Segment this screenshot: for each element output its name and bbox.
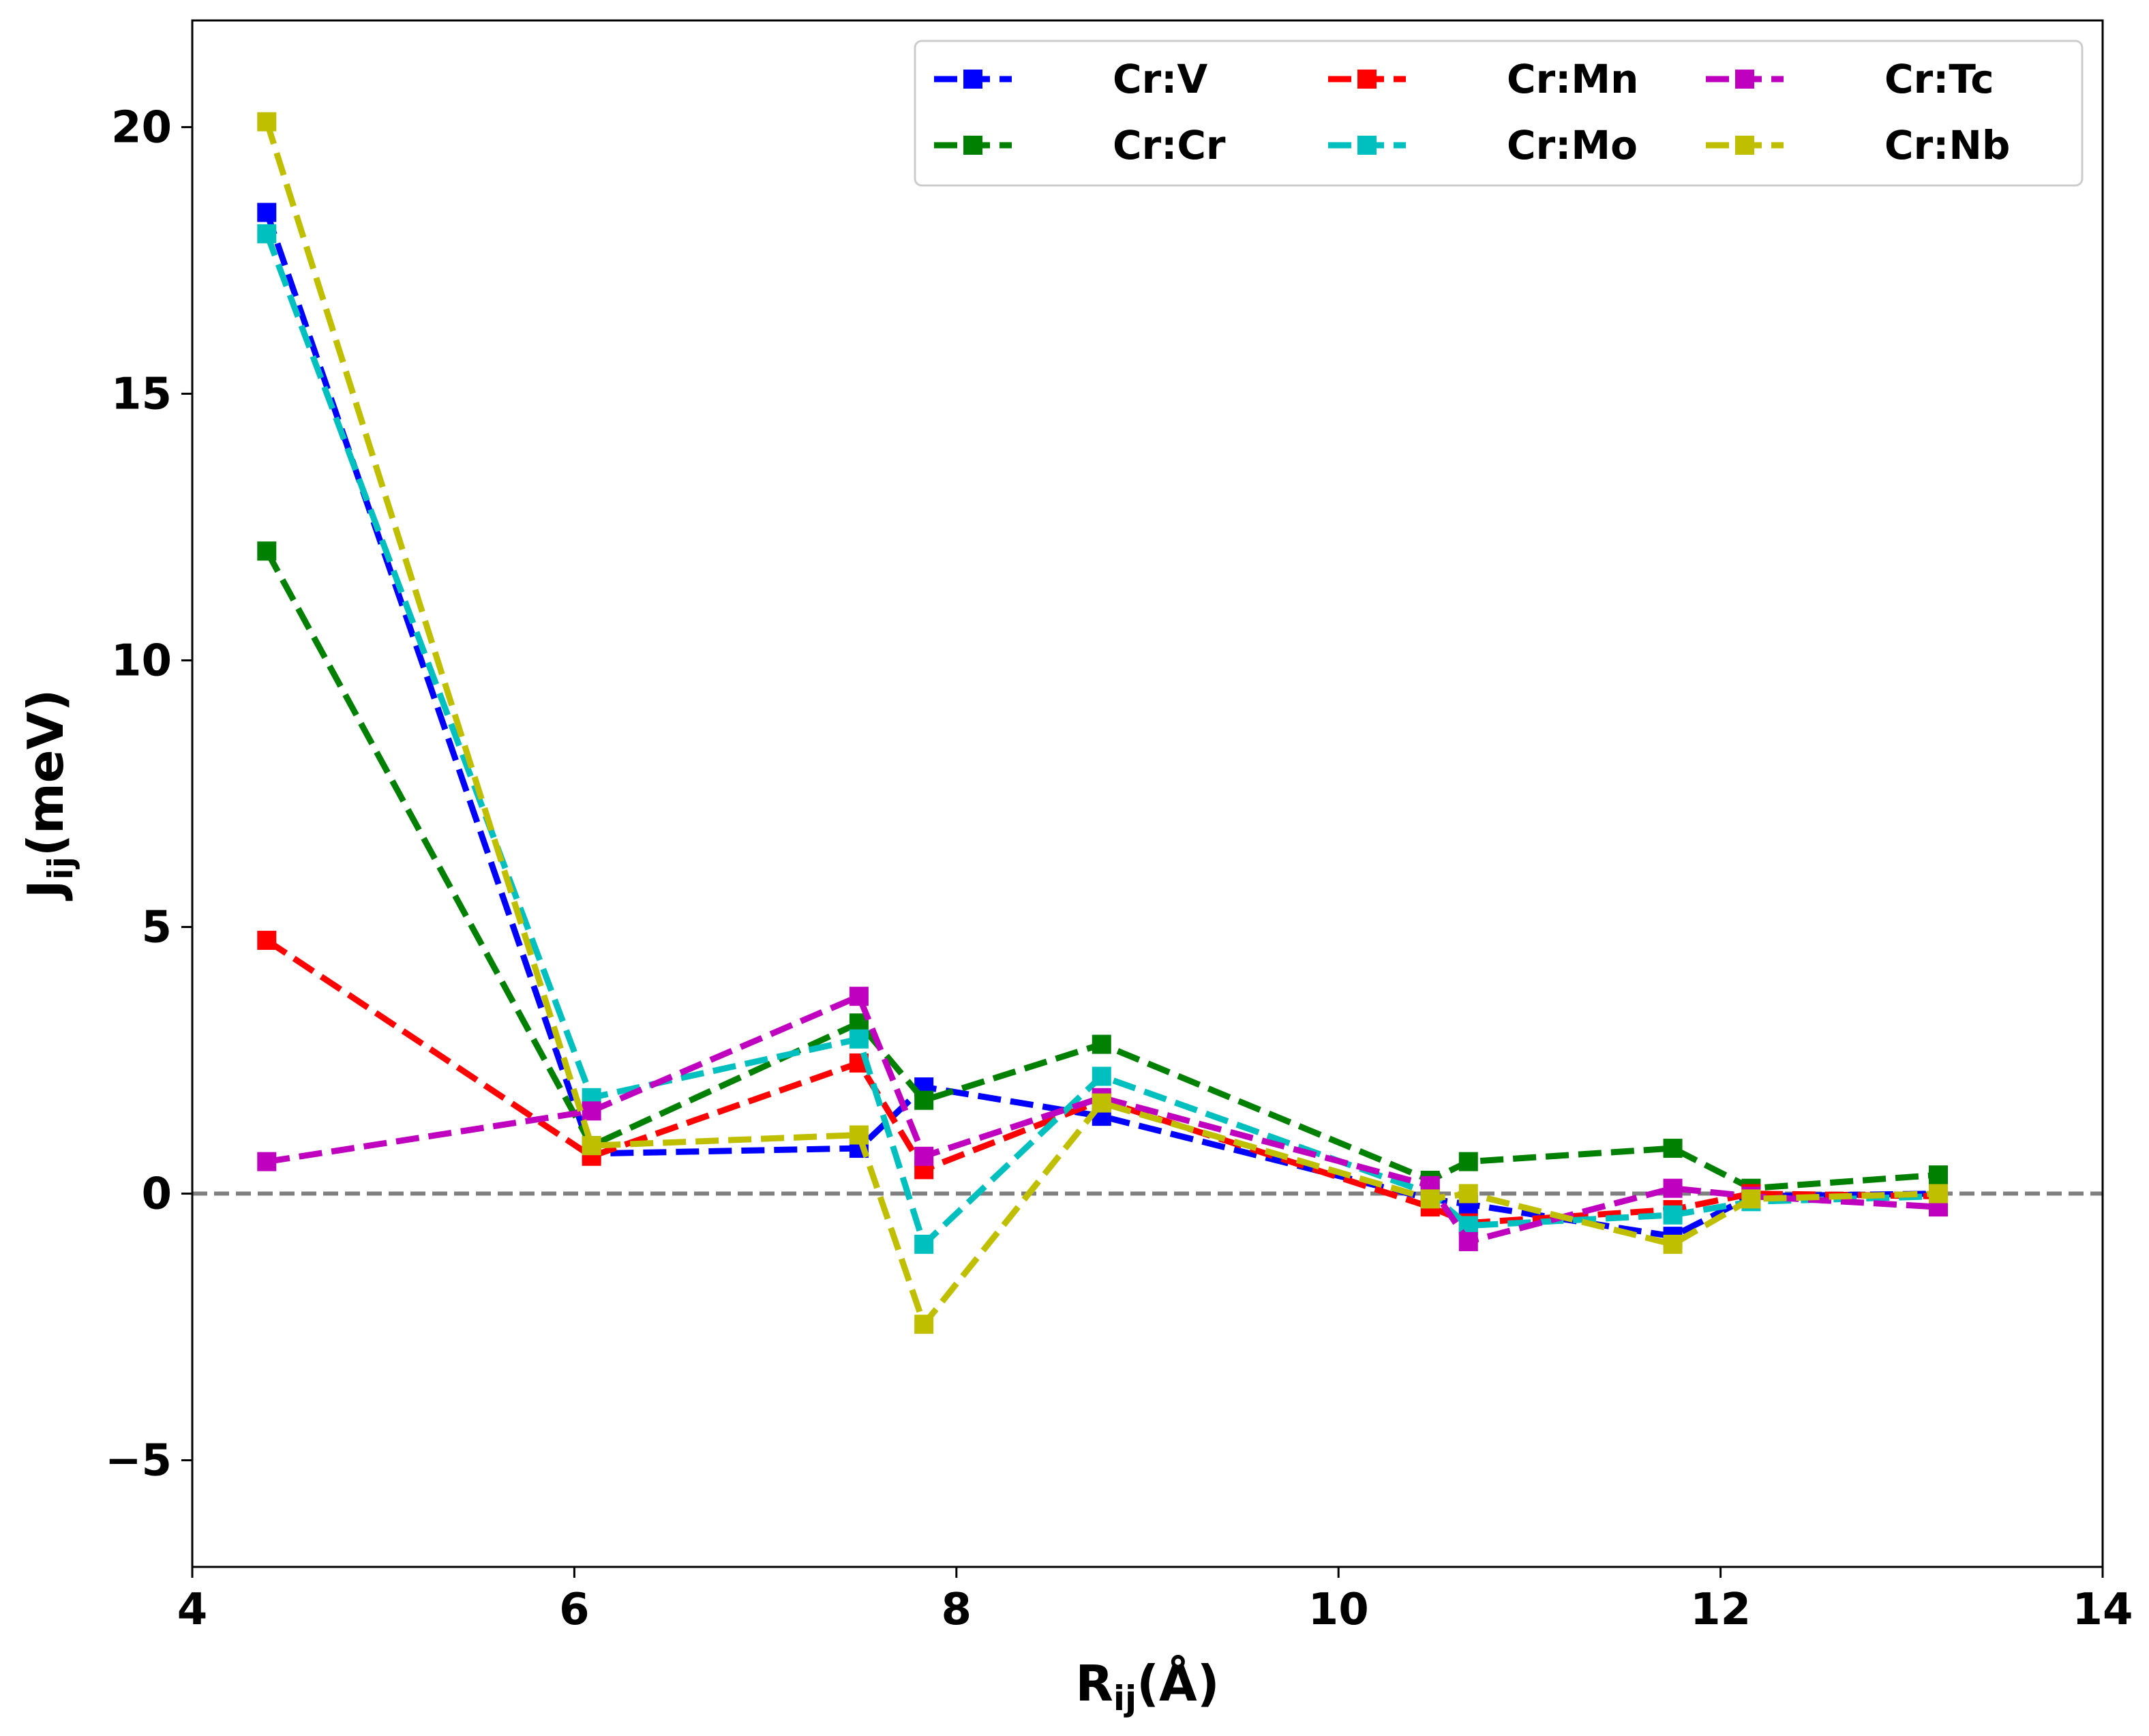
x-axis-title-sub: ij [1113,1679,1137,1718]
series-line [266,993,1939,1245]
x-tick-label: 4 [177,1585,208,1635]
y-axis-title-sub: ij [41,856,80,880]
data-point [914,1146,934,1166]
y-axis-title-rest: (meV) [17,689,74,856]
data-point [1458,1152,1478,1171]
data-point [914,1090,934,1110]
y-tick-label: 20 [111,102,172,153]
data-point [1929,1184,1949,1203]
y-tick-label: 15 [111,369,172,419]
legend-item: Cr:V [934,56,1207,102]
data-point [257,224,277,243]
data-point [849,1029,869,1049]
legend-swatch-marker [963,136,982,155]
x-tick-label: 14 [2072,1585,2133,1635]
data-point [257,931,277,951]
legend-item: Cr:Mo [1328,122,1638,168]
data-point [1663,1234,1683,1254]
series-line [264,211,1939,1240]
series-line [264,233,1939,1248]
y-tick-label: 5 [141,903,172,953]
legend-swatch-marker [1735,136,1754,155]
data-point [1929,1165,1949,1185]
series-line [263,121,1939,1328]
legend-item: Cr:Nb [1706,122,2010,168]
y-axis-title: Jij(meV) [17,689,80,901]
data-point [914,1315,934,1334]
series-layer [257,112,1949,1334]
legend: Cr:V Cr:Cr Cr:Mn Cr:Mo Cr:Tc Cr:Nb [914,40,2084,187]
legend-label: Cr:V [1113,56,1207,102]
legend-swatch-marker [1735,70,1754,89]
x-axis-title-main: R [1075,1655,1113,1712]
data-point [1092,1093,1111,1113]
legend-swatch-marker [963,70,982,89]
data-point [257,203,277,222]
data-point [582,1136,601,1156]
data-point [1663,1205,1683,1225]
x-axis: 4 6 8 10 12 14 [177,1567,2133,1635]
data-point [1663,1139,1683,1158]
data-point [1092,1066,1111,1086]
series-line [264,550,1939,1192]
legend-item: Cr:Cr [934,122,1226,168]
x-axis-title: Rij(Å) [1075,1655,1219,1718]
data-point [1741,1189,1761,1209]
legend-label: Cr:Mn [1507,56,1638,102]
legend-label: Cr:Nb [1884,122,2010,168]
x-axis-title-rest: (Å) [1137,1655,1220,1712]
data-point [1663,1178,1683,1198]
data-point [1420,1189,1440,1209]
series-cr-nb [257,112,1949,1334]
legend-box [914,40,2084,187]
legend-item: Cr:Tc [1706,56,1994,102]
y-tick-label: −5 [105,1436,172,1486]
x-tick-label: 6 [559,1585,590,1635]
y-axis: −5 0 5 10 15 20 [105,102,192,1486]
data-point [914,1234,934,1254]
legend-label: Cr:Cr [1113,122,1226,168]
legend-item: Cr:Mn [1328,56,1638,102]
data-point [1458,1184,1478,1203]
data-point [257,541,277,561]
y-tick-label: 0 [141,1169,172,1220]
x-tick-label: 12 [1690,1585,1751,1635]
data-point [849,987,869,1006]
data-point [1092,1034,1111,1054]
y-tick-label: 10 [111,635,172,686]
legend-swatch-marker [1357,70,1377,89]
x-tick-label: 10 [1308,1585,1369,1635]
legend-swatch-marker [1357,136,1377,155]
data-point [257,112,277,132]
data-point [1458,1231,1478,1251]
data-point [257,1152,277,1171]
data-point [849,1125,869,1145]
legend-label: Cr:Tc [1884,56,1994,102]
data-point [582,1101,601,1121]
plot-frame [191,19,2104,1568]
x-tick-label: 8 [942,1585,972,1635]
legend-label: Cr:Mo [1507,122,1638,168]
y-axis-title-main: J [17,880,74,901]
